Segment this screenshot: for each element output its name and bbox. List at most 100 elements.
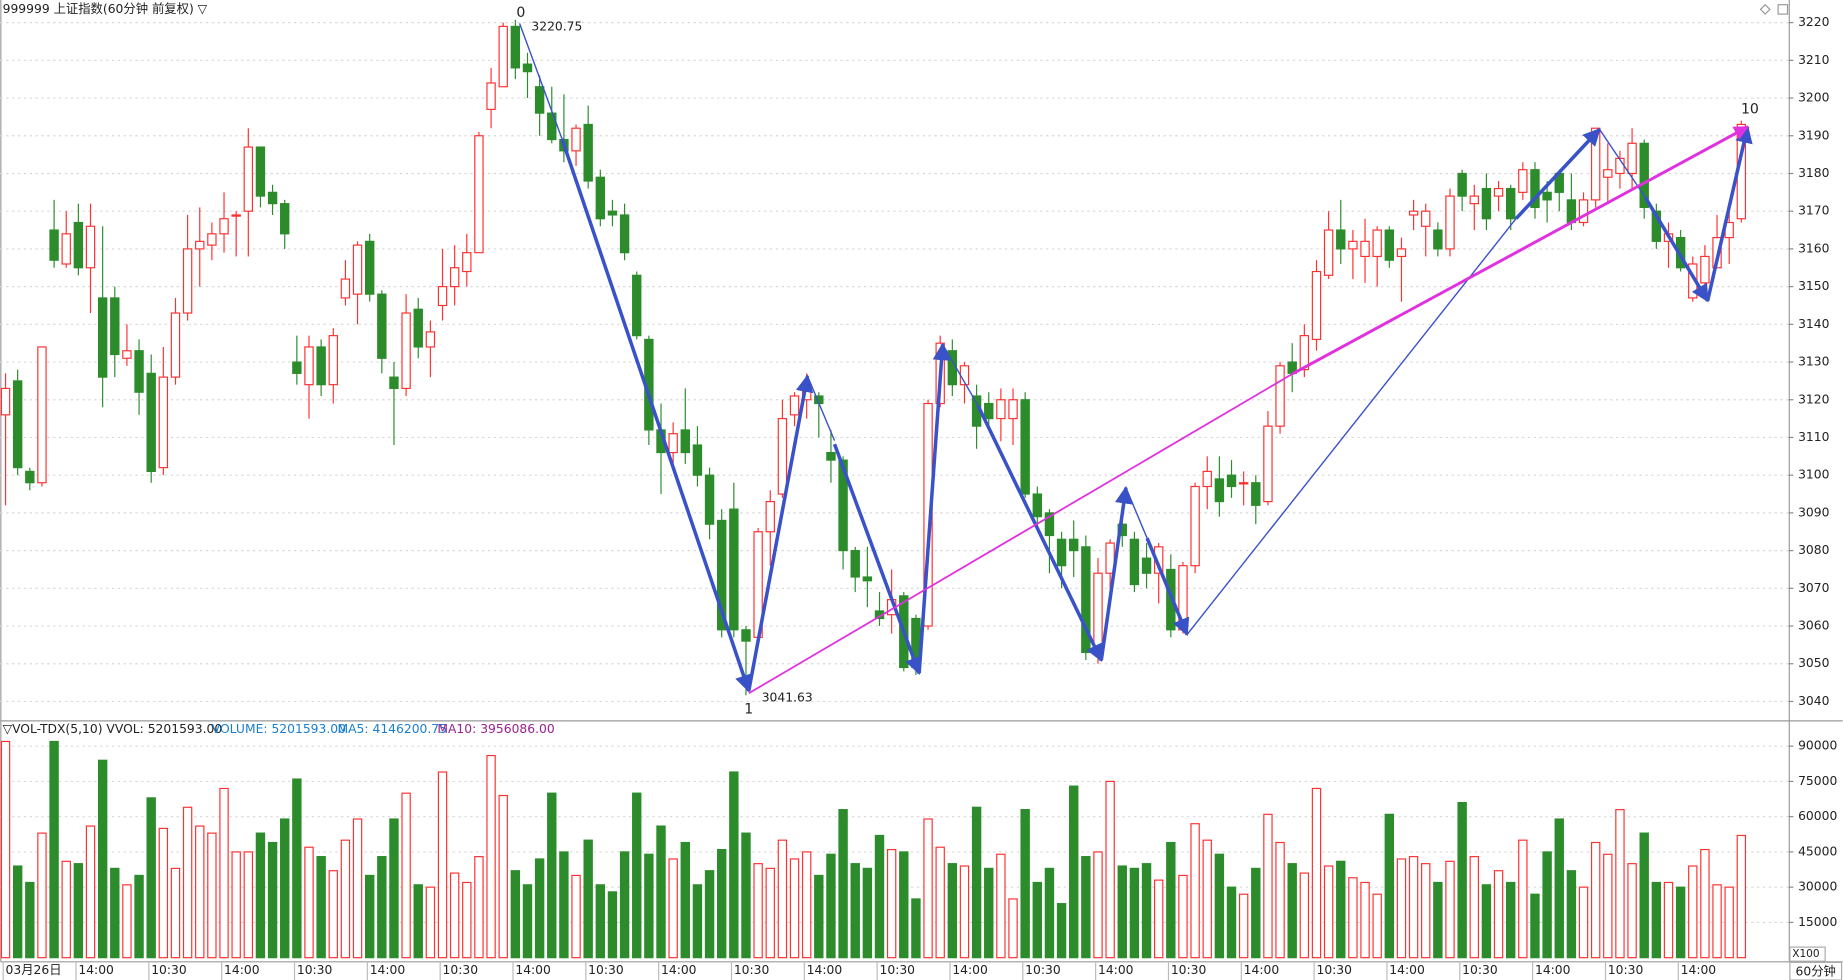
volume-bar	[292, 778, 302, 959]
volume-bar	[899, 851, 909, 959]
candle-body	[1481, 187, 1492, 220]
wave-arrow	[917, 342, 951, 674]
candle-body	[1578, 199, 1589, 224]
volume-bar	[486, 754, 496, 959]
volume-bar	[182, 806, 193, 959]
candle-body	[1445, 195, 1455, 250]
volume-header: ▽VOL-TDX(5,10) VVOL: 5201593.00	[3, 722, 223, 736]
volume-bar	[49, 740, 59, 959]
candle-body	[1384, 229, 1395, 261]
volume-bar	[1299, 872, 1310, 959]
volume-bar	[1530, 893, 1540, 959]
volume-bar	[1360, 881, 1370, 959]
candle-body	[1421, 210, 1431, 227]
candle-body	[1299, 335, 1310, 371]
volume-bar	[1542, 851, 1552, 959]
period-box	[1789, 961, 1843, 980]
volume-bar	[923, 818, 933, 959]
volume-bar	[462, 881, 472, 959]
volume-bar	[340, 839, 351, 959]
volume-bar	[522, 884, 533, 959]
trend-arrow	[1292, 125, 1749, 375]
y-tick-label: 90000	[1798, 739, 1837, 753]
volume-bar	[1323, 865, 1334, 959]
unit-box	[1789, 946, 1826, 962]
volume-bar	[401, 792, 411, 959]
volume-bar	[425, 886, 436, 959]
volume-bar	[935, 846, 945, 959]
candle-body	[134, 350, 144, 393]
period-label: 60分钟	[1796, 963, 1836, 978]
volume-bar	[1008, 898, 1018, 959]
candle-body	[292, 361, 302, 374]
x-tick-label: 10:30	[1462, 963, 1498, 977]
candle-body	[1190, 485, 1200, 567]
volume-bar	[1712, 884, 1722, 959]
wave-line	[1186, 218, 1517, 635]
wave-arrow	[1643, 196, 1710, 303]
y-tick-label: 3200	[1798, 91, 1830, 105]
y-tick-label: 3180	[1798, 166, 1830, 180]
candle-body	[789, 395, 800, 416]
y-tick-label: 3090	[1798, 505, 1830, 519]
volume-bar	[510, 870, 521, 959]
candle-body	[61, 233, 71, 265]
volume-bar	[170, 867, 181, 959]
volume-layer	[0, 740, 1747, 959]
y-tick-label: 3080	[1798, 543, 1830, 557]
candle-body	[37, 346, 47, 484]
volume-bar	[0, 740, 11, 959]
candle-body	[1056, 538, 1067, 567]
x-tick-label: 14:00	[1535, 963, 1571, 977]
candle-body	[304, 346, 314, 386]
candle-body	[1311, 270, 1322, 341]
candle-body	[717, 519, 727, 631]
candle-body	[583, 123, 593, 182]
candle-body	[267, 191, 278, 205]
y-tick-label: 3130	[1798, 355, 1830, 369]
x-tick-label: 10:30	[1608, 963, 1644, 977]
volume-bar	[1469, 856, 1479, 959]
volume-bar	[644, 853, 654, 959]
volume-bar	[437, 771, 448, 959]
x-tick-label: 10:30	[297, 963, 333, 977]
volume-bar	[874, 834, 885, 959]
candle-body	[1530, 169, 1540, 209]
volume-bar	[862, 867, 873, 959]
volume-bar	[449, 872, 460, 959]
x-tick-label: 14:00	[1681, 963, 1717, 977]
candle-body	[316, 346, 326, 386]
volume-bar	[1603, 853, 1613, 959]
candle-body	[1639, 142, 1649, 209]
window-icon[interactable]	[1759, 3, 1771, 15]
x-tick-label: 10:30	[588, 963, 624, 977]
y-tick-label: 3050	[1798, 656, 1830, 670]
x-tick-label: 14:00	[224, 963, 260, 977]
volume-bar	[826, 853, 836, 959]
volume-bar	[559, 851, 569, 959]
window-icon[interactable]	[1777, 4, 1789, 15]
candle-body	[1627, 142, 1637, 175]
candle-body	[110, 297, 120, 356]
volume-bar	[1081, 856, 1091, 959]
volume-bar	[1056, 903, 1067, 959]
candle-body	[73, 221, 84, 269]
candle-body	[1372, 229, 1382, 258]
candle-body	[1396, 248, 1407, 258]
candle-body	[850, 550, 860, 578]
candle-body	[498, 25, 508, 88]
candle-body	[1263, 425, 1273, 503]
volume-bar	[1141, 863, 1152, 959]
volume-bar	[692, 884, 703, 959]
x-tick-label: 14:00	[1098, 963, 1134, 977]
volume-bar	[547, 792, 557, 959]
candle-body	[328, 335, 338, 386]
volume-bar	[1493, 870, 1504, 959]
ma5-label: MA5: 4146200.75	[337, 722, 447, 736]
volume-bar	[1457, 801, 1467, 959]
volume-bar	[753, 863, 763, 959]
candle-body	[0, 387, 11, 416]
candle-body	[1214, 478, 1225, 503]
candle-body	[534, 86, 545, 114]
y-tick-label: 3100	[1798, 468, 1830, 482]
